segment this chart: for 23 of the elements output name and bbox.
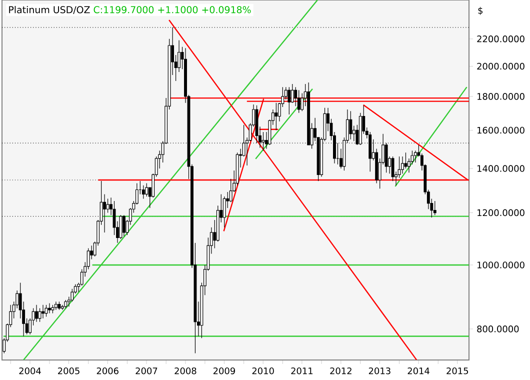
x-tick-label: 2009: [213, 367, 235, 374]
x-tick-label: 2015: [446, 367, 468, 374]
x-tick-label: 2010: [252, 367, 274, 374]
y-tick-label: 1800.0000: [478, 93, 524, 100]
x-tick-label: 2012: [330, 367, 352, 374]
text: Platinum USD/OZ: [9, 6, 90, 14]
y-tick-label: 2000.0000: [477, 62, 524, 70]
y-tick-label: 1000.0000: [478, 262, 524, 268]
x-tick-label: 2007: [136, 367, 158, 374]
y-tick-label: 1600.0000: [478, 126, 524, 134]
y-tick-label: 1400.0000: [478, 165, 524, 172]
text: C:1199.7000 +1.1000 +0.0918%: [94, 6, 251, 14]
y-tick-label: 800.0000: [477, 326, 519, 332]
y-axis-title: $: [478, 6, 482, 16]
y-tick-label: 1200.0000: [478, 209, 524, 216]
x-tick-label: 2005: [58, 367, 80, 374]
x-tick-label: 2008: [174, 367, 196, 374]
y-tick-label: 2200.0000: [477, 36, 524, 42]
x-tick-label: 2014: [408, 367, 430, 374]
x-tick-label: 2013: [368, 367, 390, 374]
x-tick-label: 2006: [96, 367, 118, 374]
x-tick-label: 2004: [19, 367, 41, 374]
x-tick-label: 2011: [291, 367, 313, 374]
